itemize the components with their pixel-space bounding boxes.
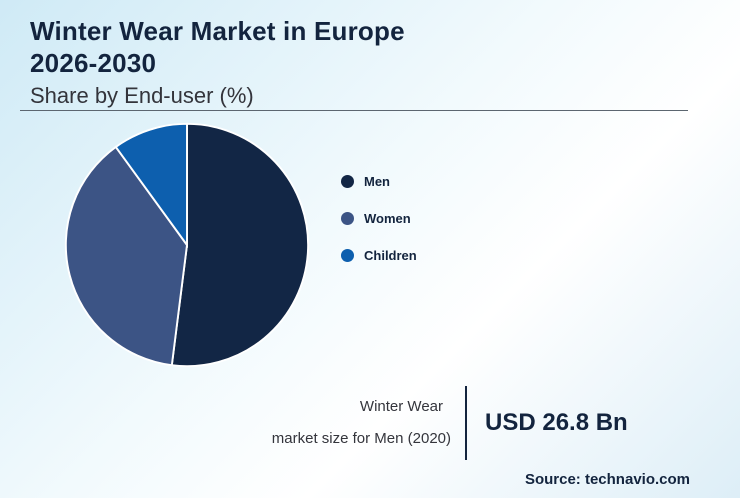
header: Winter Wear Market in Europe 2026-2030 S… — [30, 16, 405, 109]
legend-label-men: Men — [364, 174, 390, 189]
legend-dot-children — [341, 249, 354, 262]
chart-title-line2: 2026-2030 — [30, 47, 157, 78]
annotation-divider-line — [465, 386, 467, 460]
annotation-label: Winter Wear market size for Men (2020) — [150, 391, 465, 455]
market-size-annotation: Winter Wear market size for Men (2020) U… — [150, 386, 628, 460]
header-divider-line — [20, 110, 688, 111]
pie-slice-men — [170, 122, 310, 368]
chart-title-line1: Winter Wear Market in Europe — [30, 16, 405, 46]
legend-label-children: Children — [364, 248, 417, 263]
pie-chart — [62, 120, 312, 370]
chart-title: Winter Wear Market in Europe 2026-2030 — [30, 16, 405, 79]
chart-legend: Men Women Children — [341, 174, 417, 285]
legend-dot-men — [341, 175, 354, 188]
annotation-label-line1: Winter Wear — [359, 398, 443, 415]
source-credit: Source: technavio.com — [524, 471, 690, 488]
legend-item-children: Children — [341, 248, 417, 263]
pie-slice-women — [64, 145, 189, 367]
chart-subtitle: Share by End-user (%) — [30, 83, 254, 109]
annotation-value: USD 26.8 Bn — [485, 409, 628, 436]
annotation-label-line2: market size for Men (2020) — [271, 430, 451, 447]
legend-item-men: Men — [341, 174, 417, 189]
pie-slice-children — [114, 122, 188, 248]
legend-dot-women — [341, 212, 354, 225]
legend-item-women: Women — [341, 211, 417, 226]
legend-label-women: Women — [364, 211, 411, 226]
pie-chart-svg — [64, 122, 310, 368]
